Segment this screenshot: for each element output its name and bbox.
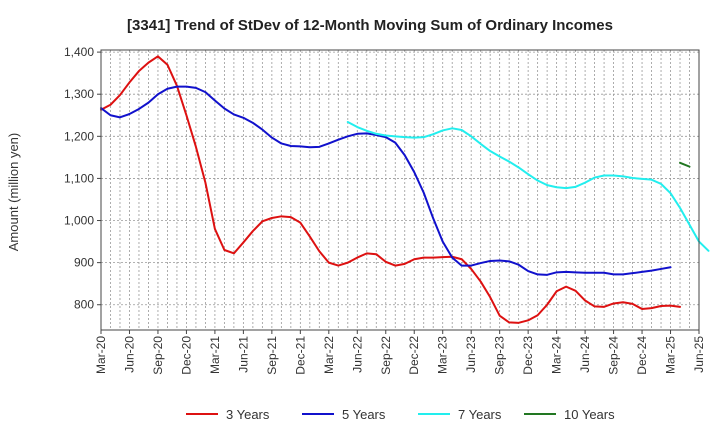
chart-title: [3341] Trend of StDev of 12-Month Moving…	[127, 17, 613, 34]
x-tick-label: Dec-21	[293, 336, 307, 375]
x-tick-label: Mar-20	[94, 336, 108, 374]
x-tick-label: Mar-23	[436, 336, 450, 374]
x-tick-label: Jun-20	[122, 336, 136, 373]
x-tick-label: Mar-21	[208, 336, 222, 374]
x-tick-label: Sep-20	[151, 336, 165, 375]
legend-label-10-years: 10 Years	[564, 407, 615, 422]
series-line-7-years	[346, 121, 710, 252]
series-line-3-years	[100, 55, 682, 324]
y-tick-label: 900	[74, 256, 94, 270]
x-tick-label: Jun-21	[236, 336, 250, 373]
x-tick-label: Jun-23	[464, 336, 478, 373]
x-tick-label: Dec-20	[179, 336, 193, 375]
x-tick-label: Jun-25	[692, 336, 706, 373]
x-tick-label: Sep-22	[379, 336, 393, 375]
y-tick-label: 1,000	[64, 214, 94, 228]
x-tick-label: Mar-24	[550, 336, 564, 374]
x-tick-label: Dec-22	[407, 336, 421, 375]
y-tick-label: 1,300	[64, 87, 94, 101]
x-tick-label: Jun-24	[578, 336, 592, 373]
y-tick-label: 1,100	[64, 171, 94, 185]
y-axis-ticks: 800 900 1,000 1,100 1,200 1,300 1,400	[64, 45, 101, 312]
legend-label-5-years: 5 Years	[342, 407, 386, 422]
y-tick-label: 1,200	[64, 129, 94, 143]
series-line-10-years	[679, 161, 691, 168]
series-line-5-years	[100, 85, 672, 276]
legend: 3 Years 5 Years 7 Years 10 Years	[186, 407, 615, 422]
x-tick-label: Mar-25	[664, 336, 678, 374]
x-tick-label: Dec-24	[635, 336, 649, 375]
plot-series	[100, 55, 710, 324]
legend-label-3-years: 3 Years	[226, 407, 270, 422]
x-tick-label: Sep-21	[265, 336, 279, 375]
y-tick-label: 800	[74, 298, 94, 312]
x-tick-label: Dec-23	[521, 336, 535, 375]
x-tick-label: Sep-24	[607, 336, 621, 375]
plot-frame	[100, 49, 700, 331]
y-axis-label: Amount (million yen)	[6, 133, 21, 252]
grid	[101, 50, 699, 330]
y-tick-label: 1,400	[64, 45, 94, 59]
x-tick-label: Sep-23	[493, 336, 507, 375]
x-axis-ticks: Mar-20 Jun-20 Sep-20 Dec-20 Mar-21 Jun-21 Sep-…	[94, 330, 706, 375]
x-tick-label: Mar-22	[322, 336, 336, 374]
x-tick-label: Jun-22	[350, 336, 364, 373]
legend-label-7-years: 7 Years	[458, 407, 502, 422]
